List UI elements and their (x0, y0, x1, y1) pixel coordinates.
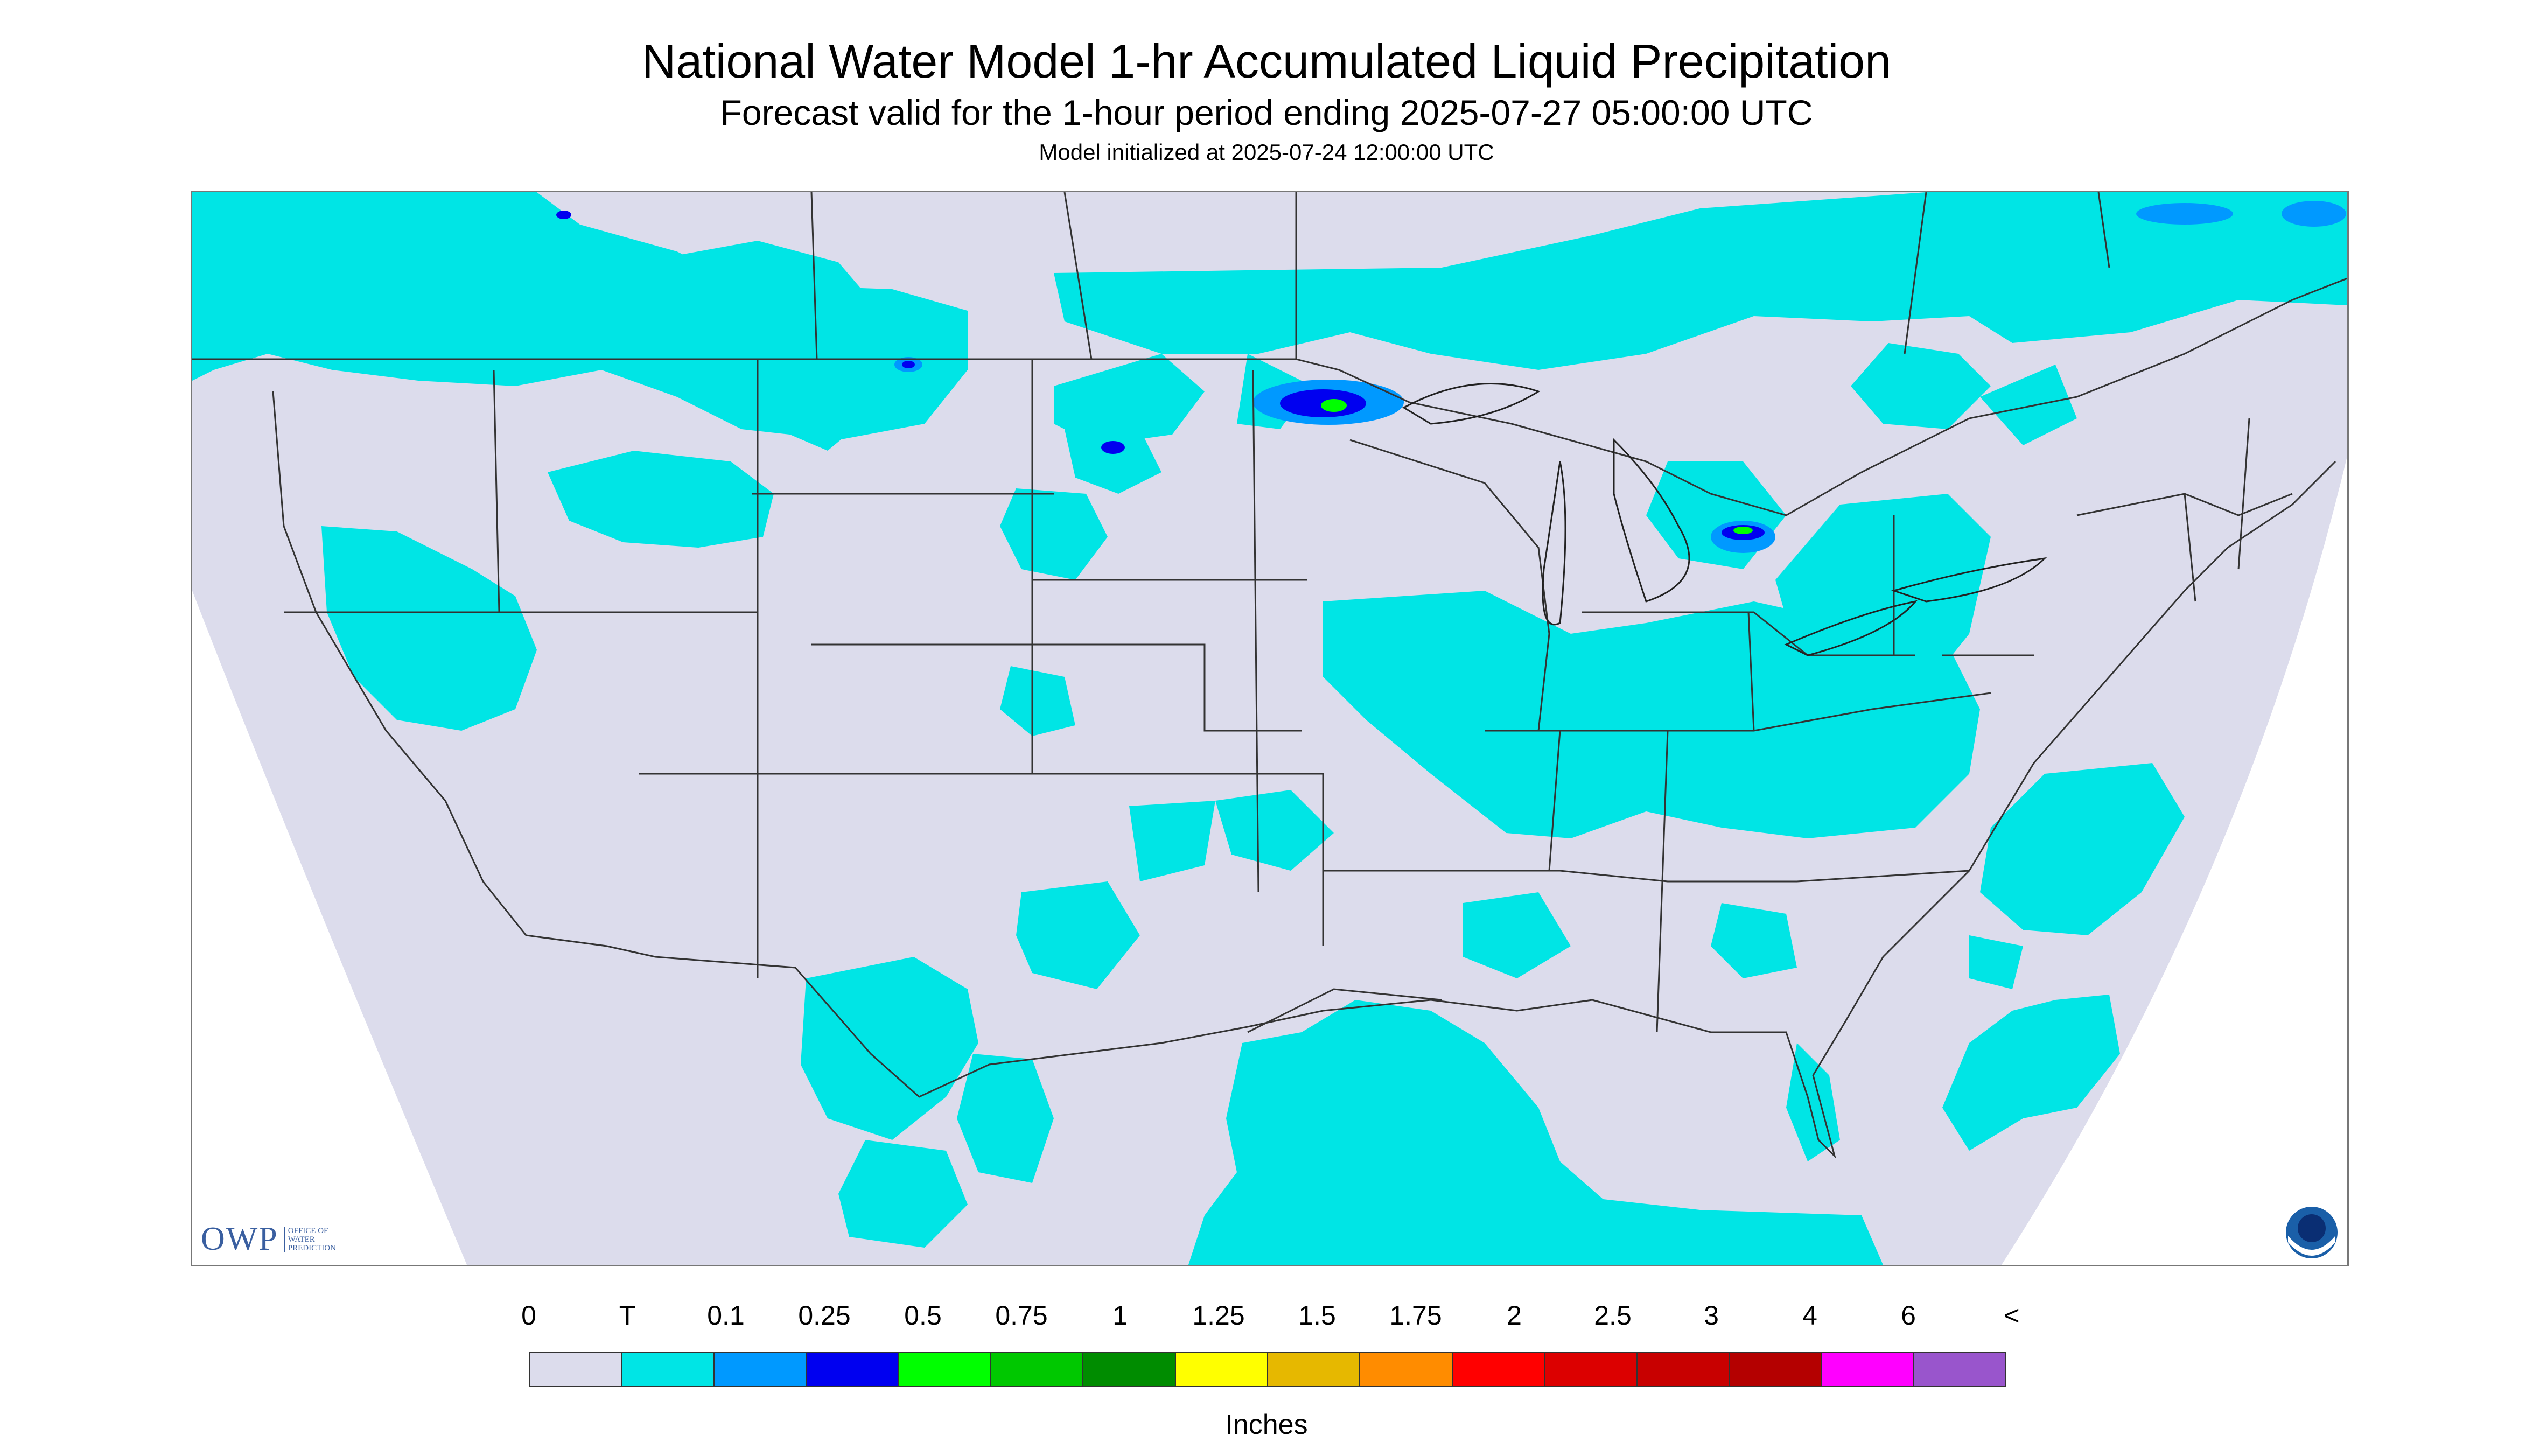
legend-swatch (1268, 1353, 1361, 1386)
great-lakes (1402, 382, 2047, 656)
legend-swatch (1360, 1353, 1453, 1386)
legend-label: 6 (1901, 1300, 1916, 1331)
legend-label: 2.5 (1594, 1300, 1632, 1331)
legend-label: 2 (1507, 1300, 1522, 1331)
legend-label: < (2004, 1300, 2020, 1331)
legend-units: Inches (1225, 1409, 1308, 1440)
legend-label: 0.25 (798, 1300, 851, 1331)
legend-swatch (1083, 1353, 1176, 1386)
precip-trace (192, 192, 2347, 1265)
boundaries (192, 192, 2347, 1159)
legend-swatch (622, 1353, 715, 1386)
owp-logo: OWP OFFICE OF WATER PREDICTION (201, 1221, 336, 1257)
legend-swatch (991, 1353, 1084, 1386)
legend-swatch (1545, 1353, 1638, 1386)
legend-swatch (1914, 1353, 2005, 1386)
legend-label: 3 (1704, 1300, 1719, 1331)
forecast-valid-time: Forecast valid for the 1-hour period end… (720, 93, 1813, 132)
precip-heavy (556, 201, 2346, 553)
map-title: National Water Model 1-hr Accumulated Li… (641, 34, 1892, 88)
legend-label: 4 (1802, 1300, 1817, 1331)
legend-label: 0.75 (995, 1300, 1048, 1331)
legend-label: 1 (1112, 1300, 1128, 1331)
precipitation-map: OWP OFFICE OF WATER PREDICTION (191, 191, 2349, 1266)
model-init-time: Model initialized at 2025-07-24 12:00:00… (1039, 139, 1494, 165)
legend-label: 0.1 (707, 1300, 745, 1331)
legend-label: 1.25 (1192, 1300, 1245, 1331)
map-canvas (192, 192, 2347, 1265)
legend-swatch (530, 1353, 622, 1386)
legend-swatch (1452, 1353, 1545, 1386)
legend-label: 1.75 (1389, 1300, 1442, 1331)
legend-swatch (1822, 1353, 1914, 1386)
legend-swatch (1729, 1353, 1822, 1386)
legend-label: 0 (521, 1300, 536, 1331)
legend-label: T (619, 1300, 636, 1331)
legend-swatch (714, 1353, 807, 1386)
model-domain (192, 192, 2347, 1265)
legend-swatch (1175, 1353, 1268, 1386)
legend-swatch (807, 1353, 899, 1386)
legend-label: 0.5 (904, 1300, 942, 1331)
legend-swatch (1637, 1353, 1730, 1386)
legend-swatch (899, 1353, 991, 1386)
legend-labels: 0 T 0.1 0.25 0.5 0.75 1 1.25 1.5 1.75 2 … (0, 1302, 2533, 1334)
legend-colorbar (529, 1352, 2006, 1387)
legend-label: 1.5 (1298, 1300, 1336, 1331)
